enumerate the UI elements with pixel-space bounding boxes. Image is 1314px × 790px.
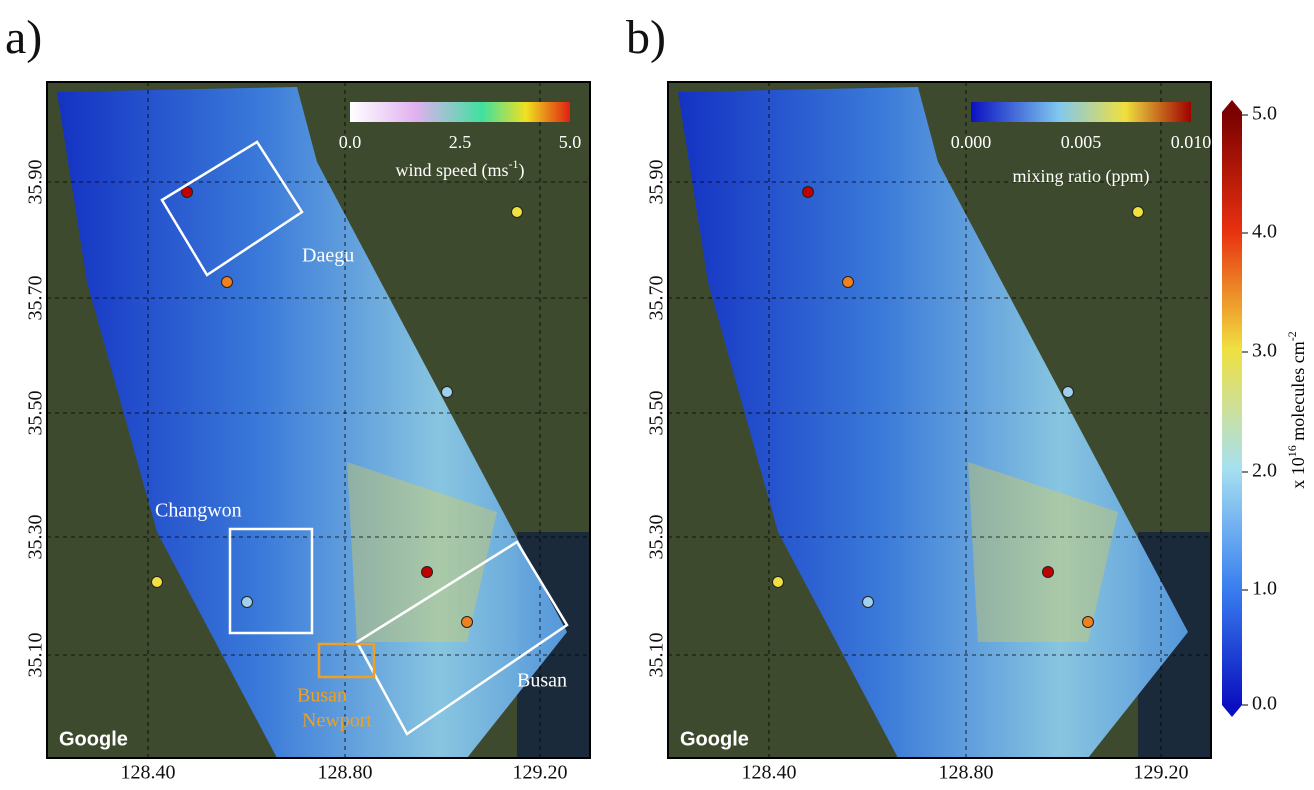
colorbar-tick-label: 0.010 bbox=[1171, 132, 1212, 152]
x-tick-label: 129.20 bbox=[513, 762, 568, 784]
x-tick-label: 128.80 bbox=[318, 762, 373, 784]
map-credit: Google bbox=[680, 728, 749, 750]
colorbar bbox=[971, 102, 1191, 122]
monitoring-site bbox=[1043, 567, 1054, 578]
x-tick-label: 128.40 bbox=[742, 762, 797, 784]
place-label: Changwon bbox=[155, 500, 242, 522]
title-part: wind speed (ms bbox=[396, 160, 509, 181]
monitoring-site bbox=[462, 617, 473, 628]
colorbar-tick-label: 3.0 bbox=[1252, 340, 1277, 362]
monitoring-site bbox=[222, 277, 233, 288]
monitoring-site bbox=[442, 387, 453, 398]
colorbar-tick-label: 4.0 bbox=[1252, 221, 1277, 243]
colorbar bbox=[350, 102, 570, 122]
monitoring-site bbox=[1133, 207, 1144, 218]
monitoring-site bbox=[843, 277, 854, 288]
colorbar-tick-label: 0.0 bbox=[1252, 693, 1277, 715]
monitoring-site bbox=[1063, 387, 1074, 398]
map-credit: Google bbox=[59, 728, 128, 750]
panel-label: b) bbox=[626, 11, 666, 64]
colorbar-tick-label: 0.005 bbox=[1061, 132, 1102, 152]
monitoring-site bbox=[512, 207, 523, 218]
y-tick-label: 35.50 bbox=[25, 391, 47, 436]
y-tick-label: 35.30 bbox=[25, 515, 47, 560]
colorbar-tick-label: 5.0 bbox=[559, 132, 582, 152]
colorbar-tick-label: 0.0 bbox=[339, 132, 362, 152]
colorbar bbox=[1222, 112, 1242, 705]
colorbar-tick-label: 0.000 bbox=[951, 132, 992, 152]
x-tick-label: 128.40 bbox=[121, 762, 176, 784]
colorbar-tick-label: 2.5 bbox=[449, 132, 472, 152]
y-tick-label: 35.10 bbox=[646, 633, 668, 678]
y-tick-label: 35.70 bbox=[646, 276, 668, 321]
monitoring-site bbox=[422, 567, 433, 578]
colorbar-cap bbox=[1222, 100, 1242, 112]
place-label: Newport bbox=[302, 710, 372, 732]
y-tick-label: 35.90 bbox=[25, 160, 47, 205]
monitoring-site bbox=[1083, 617, 1094, 628]
y-tick-label: 35.30 bbox=[646, 515, 668, 560]
colorbar-tick-label: 5.0 bbox=[1252, 103, 1277, 125]
colorbar-title: wind speed (ms-1) bbox=[396, 157, 525, 181]
monitoring-site bbox=[242, 597, 253, 608]
place-label: Daegu bbox=[302, 245, 354, 267]
x-tick-label: 128.80 bbox=[939, 762, 994, 784]
y-tick-label: 35.90 bbox=[646, 160, 668, 205]
colorbar-label: x 1016 molecules cm-2 bbox=[1285, 331, 1308, 488]
monitoring-site bbox=[152, 577, 163, 588]
panel-label: a) bbox=[5, 11, 42, 64]
x-tick-label: 129.20 bbox=[1134, 762, 1189, 784]
monitoring-site bbox=[803, 187, 814, 198]
colorbar-tick-label: 2.0 bbox=[1252, 460, 1277, 482]
colorbar-cap bbox=[1222, 705, 1242, 717]
y-tick-label: 35.50 bbox=[646, 391, 668, 436]
y-tick-label: 35.70 bbox=[25, 276, 47, 321]
monitoring-site bbox=[863, 597, 874, 608]
colorbar-tick-label: 1.0 bbox=[1252, 578, 1277, 600]
title-part: -1 bbox=[508, 157, 518, 171]
place-label: Busan bbox=[297, 685, 347, 707]
colorbar-title: mixing ratio (ppm) bbox=[1013, 166, 1150, 187]
y-tick-label: 35.10 bbox=[25, 633, 47, 678]
figure: x 1016 molecules cm-2 a) 128.40 128.80 129.… bbox=[0, 0, 1314, 785]
title-part: ) bbox=[518, 160, 524, 181]
place-label: Busan bbox=[517, 670, 567, 692]
monitoring-site bbox=[773, 577, 784, 588]
